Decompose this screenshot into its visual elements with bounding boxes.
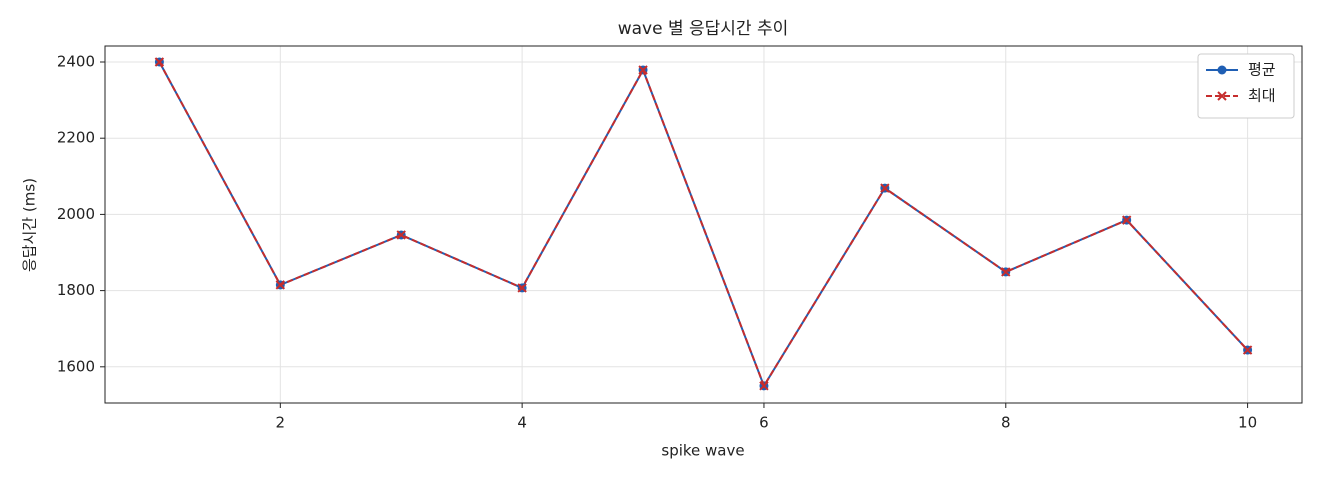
data-point <box>1121 215 1132 225</box>
y-tick-label: 1600 <box>57 357 95 375</box>
plot-frame <box>104 45 1303 404</box>
chart-title: wave 별 응답시간 추이 <box>618 19 789 39</box>
data-point <box>880 183 890 193</box>
data-point <box>396 230 406 240</box>
legend-label: 최대 <box>1248 87 1276 105</box>
x-tick-label: 10 <box>1238 414 1257 432</box>
x-tick-label: 4 <box>517 414 527 432</box>
data-point <box>275 280 286 290</box>
data-point <box>1001 267 1011 277</box>
y-tick-label: 2000 <box>57 205 95 223</box>
data-point <box>638 65 648 75</box>
legend-label: 평균 <box>1248 61 1276 79</box>
data-point <box>1242 345 1253 355</box>
x-tick-label: 6 <box>759 414 769 432</box>
series-line <box>158 61 1249 389</box>
series-line <box>158 61 1249 389</box>
x-axis-label: spike wave <box>661 442 744 460</box>
legend-box <box>1197 53 1295 119</box>
y-tick-label: 2200 <box>57 129 95 147</box>
x-tick-label: 8 <box>1001 414 1011 432</box>
legend-marker <box>1217 65 1227 75</box>
y-axis-label: 응답시간 (ms) <box>21 178 39 272</box>
legend-marker <box>1217 91 1227 101</box>
data-point <box>517 283 527 293</box>
data-point <box>154 57 165 67</box>
data-point <box>759 381 769 391</box>
x-tick-label: 2 <box>276 414 286 432</box>
y-tick-label: 1800 <box>57 281 95 299</box>
y-tick-label: 2400 <box>57 53 95 71</box>
